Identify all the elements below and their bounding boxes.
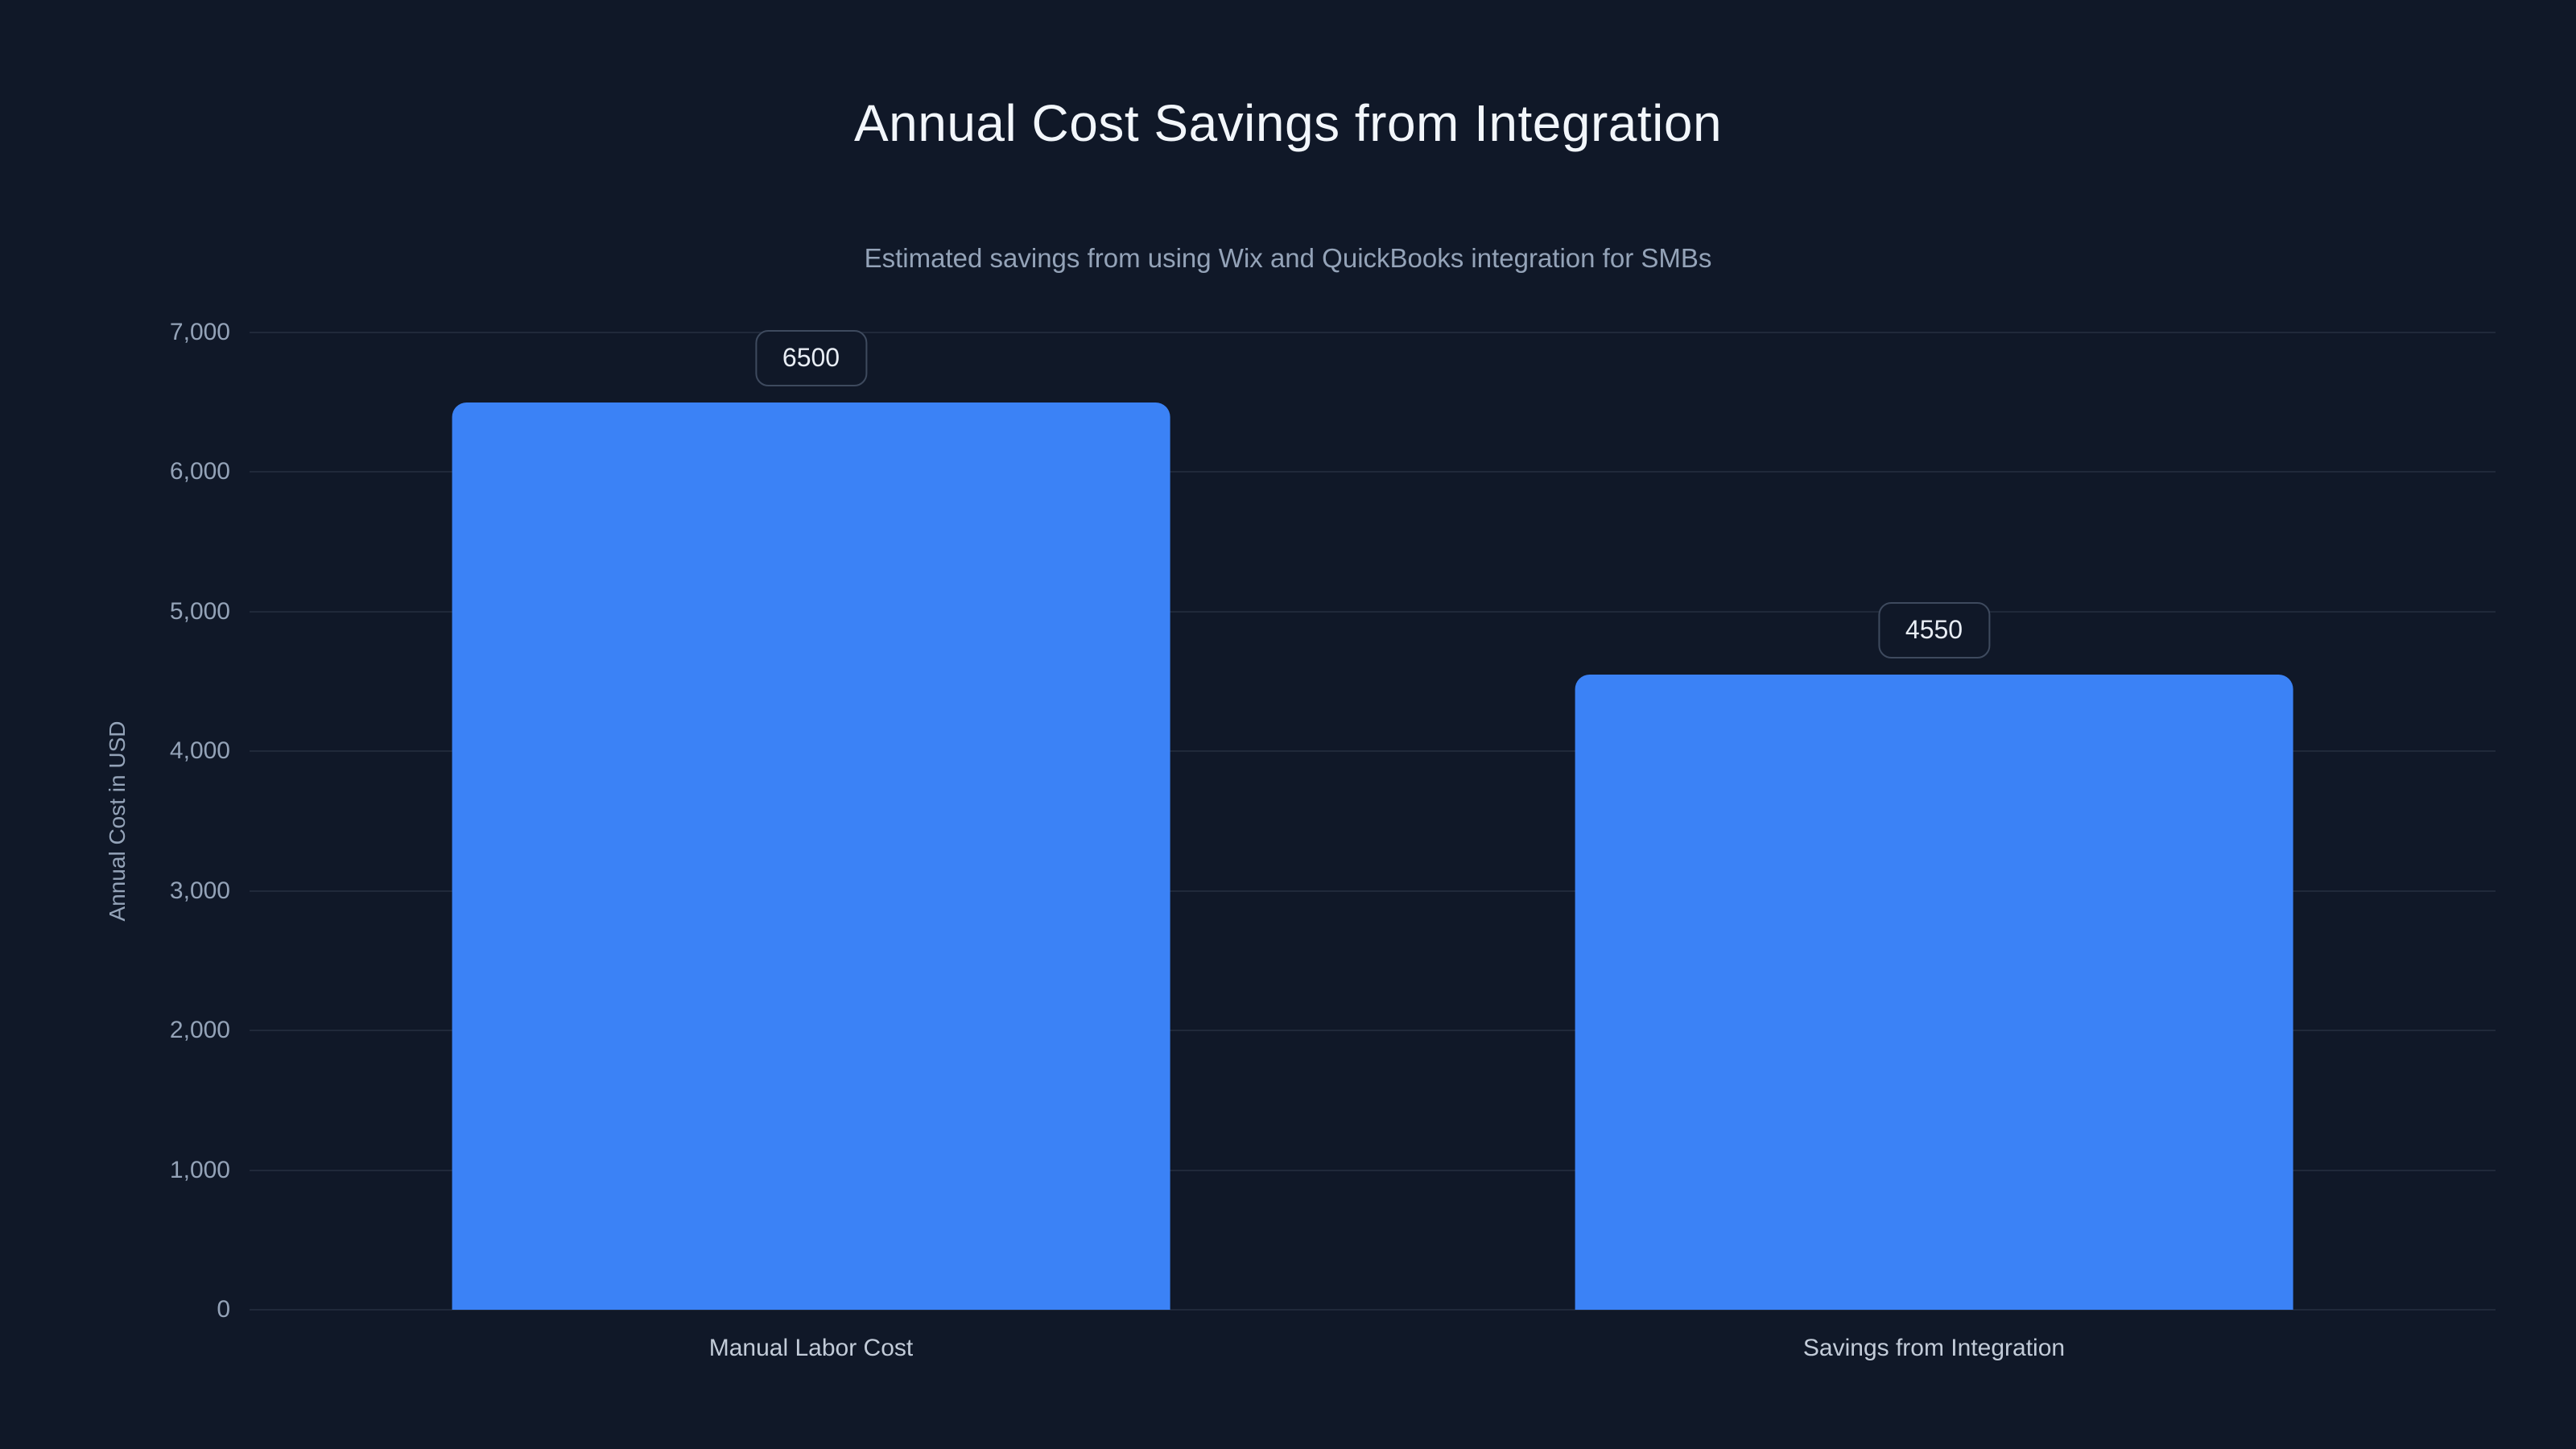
bar-series: 6500 4550 xyxy=(250,329,2496,1310)
gridline xyxy=(250,1030,2496,1032)
gridline xyxy=(250,471,2496,473)
plot-area: 6500 4550 xyxy=(250,329,2496,1311)
y-tick-label: 0 xyxy=(217,1296,230,1323)
y-tick-label: 7,000 xyxy=(169,319,230,345)
bar-group-manual-labor-cost: 6500 xyxy=(250,329,1373,1310)
value-label-savings-from-integration: 4550 xyxy=(1877,601,1991,658)
y-axis: 0 1,000 2,000 3,000 4,000 5,000 6,000 7,000 xyxy=(0,320,233,1322)
y-tick-label: 6,000 xyxy=(169,458,230,485)
value-label-manual-labor-cost: 6500 xyxy=(754,329,868,386)
bar-manual-labor-cost xyxy=(452,402,1170,1310)
bar-group-savings-from-integration: 4550 xyxy=(1373,332,2496,1310)
x-axis-baseline xyxy=(250,1309,2496,1311)
y-tick-label: 4,000 xyxy=(169,737,230,765)
gridline xyxy=(250,610,2496,613)
bar-savings-from-integration xyxy=(1575,674,2293,1310)
y-tick-label: 1,000 xyxy=(169,1156,230,1183)
chart-title: Annual Cost Savings from Integration xyxy=(853,94,1723,152)
y-tick-label: 3,000 xyxy=(169,877,230,904)
x-category-label-manual-labor-cost: Manual Labor Cost xyxy=(708,1335,914,1361)
chart-subtitle: Estimated savings from using Wix and Qui… xyxy=(864,243,1712,273)
gridline xyxy=(250,890,2496,892)
gridline xyxy=(250,1169,2496,1171)
y-tick-label: 5,000 xyxy=(169,597,230,625)
x-category-label-savings-from-integration: Savings from Integration xyxy=(1802,1335,2066,1361)
x-axis: Manual Labor Cost Savings from Integratio… xyxy=(250,1335,2496,1362)
gridline xyxy=(250,332,2496,333)
gridline xyxy=(250,750,2496,753)
y-tick-label: 2,000 xyxy=(169,1017,230,1044)
